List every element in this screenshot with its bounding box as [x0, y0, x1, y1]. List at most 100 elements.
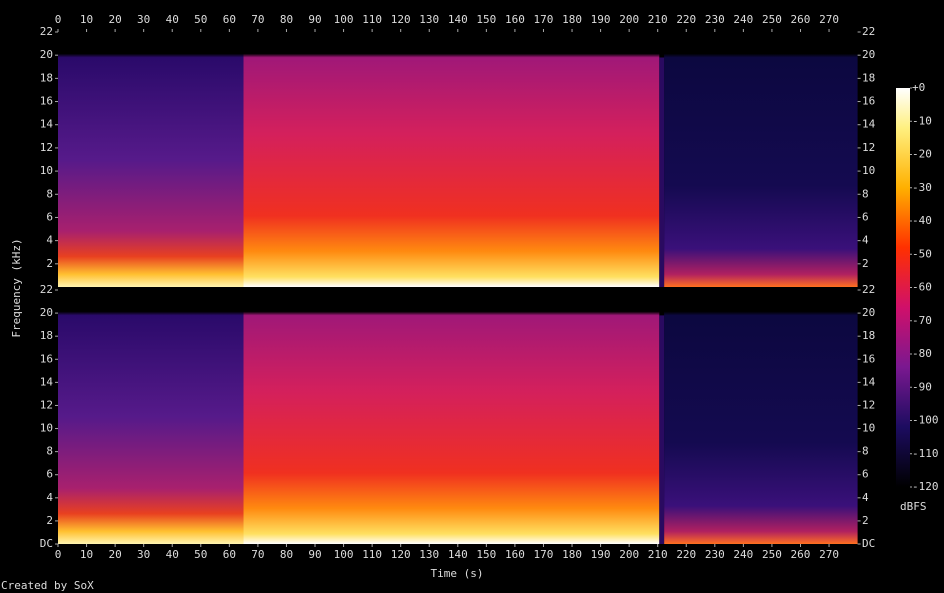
y-tick-label: 18: [40, 71, 53, 84]
y-tick-label-right: 12: [862, 398, 875, 411]
y-tick-label-right: 10: [862, 422, 875, 435]
y-tick-label-right: 16: [862, 95, 875, 108]
x-tick-label: 150: [476, 13, 496, 26]
x-tick-label: 220: [676, 13, 696, 26]
y-tick-label: 4: [46, 234, 53, 247]
x-tick-label: 70: [251, 13, 264, 26]
y-tick-label: 4: [46, 491, 53, 504]
y-tick-label-right: 2: [862, 514, 869, 527]
colorbar-tick-label: -30: [912, 181, 932, 194]
spectrum-transition: [659, 315, 665, 544]
y-tick-label: DC: [40, 537, 53, 550]
x-tick-label: 240: [733, 13, 753, 26]
x-tick-label: 80: [280, 548, 293, 561]
y-tick-label: 6: [46, 468, 53, 481]
y-tick-label: 14: [40, 375, 54, 388]
colorbar-label: dBFS: [900, 500, 927, 513]
x-tick-label: 260: [791, 548, 811, 561]
x-tick-label: 120: [391, 13, 411, 26]
x-tick-label: 270: [819, 548, 839, 561]
colorbar-tick-label: -110: [912, 447, 939, 460]
x-tick-label: 0: [55, 548, 62, 561]
y-tick-label: 2: [46, 257, 53, 270]
x-tick-label: 40: [166, 548, 179, 561]
spectrum-region: [243, 32, 660, 287]
y-tick-label-right: 8: [862, 187, 869, 200]
x-axis-label: Time (s): [431, 567, 484, 580]
x-tick-label: 50: [194, 548, 207, 561]
x-tick-label: 130: [419, 548, 439, 561]
colorbar-tick-label: -120: [912, 480, 939, 493]
y-tick-label-right: 16: [862, 352, 875, 365]
x-tick-label: 160: [505, 13, 525, 26]
y-tick-label: 8: [46, 187, 53, 200]
colorbar-tick-label: -40: [912, 214, 932, 227]
y-tick-label-right: 18: [862, 71, 875, 84]
y-tick-label-right: DC: [862, 537, 875, 550]
x-tick-label: 250: [762, 548, 782, 561]
y-tick-label: 12: [40, 141, 53, 154]
y-tick-label-right: 18: [862, 329, 875, 342]
colorbar-tick-label: -60: [912, 281, 932, 294]
x-tick-label: 180: [562, 548, 582, 561]
x-tick-label: 90: [308, 13, 321, 26]
spectrum-region: [664, 32, 858, 287]
x-tick-label: 270: [819, 13, 839, 26]
y-tick-label-right: 6: [862, 210, 869, 223]
y-tick-label-right: 22: [862, 25, 875, 38]
x-tick-label: 30: [137, 13, 150, 26]
colorbar-tick-label: -10: [912, 114, 932, 127]
y-tick-label-right: 20: [862, 306, 875, 319]
x-tick-label: 40: [166, 13, 179, 26]
x-tick-label: 140: [448, 13, 468, 26]
y-tick-label: 22: [40, 25, 53, 38]
y-tick-label: 22: [40, 283, 53, 296]
x-tick-label: 10: [80, 548, 93, 561]
x-tick-label: 230: [705, 548, 725, 561]
y-tick-label-right: 14: [862, 375, 876, 388]
y-tick-label-right: 14: [862, 118, 876, 131]
colorbar-tick-label: -80: [912, 347, 932, 360]
x-tick-label: 90: [308, 548, 321, 561]
y-axis-label: Frequency (kHz): [10, 238, 23, 337]
spectrum-region: [58, 32, 244, 287]
x-tick-label: 120: [391, 548, 411, 561]
y-tick-label: 16: [40, 352, 53, 365]
x-tick-label: 70: [251, 548, 264, 561]
colorbar-tick-label: -70: [912, 314, 932, 327]
footer: Created by SoX: [1, 579, 94, 592]
x-tick-label: 30: [137, 548, 150, 561]
y-tick-label: 20: [40, 48, 53, 61]
x-tick-label: 180: [562, 13, 582, 26]
x-tick-label: 170: [534, 548, 554, 561]
x-tick-label: 20: [108, 13, 121, 26]
colorbar-tick-label: -20: [912, 148, 932, 161]
x-tick-label: 190: [591, 548, 611, 561]
colorbar-tick-label: -50: [912, 247, 932, 260]
x-tick-label: 240: [733, 548, 753, 561]
x-tick-label: 250: [762, 13, 782, 26]
spectrum-region: [664, 290, 858, 544]
colorbar-tick-label: +0: [912, 81, 925, 94]
x-tick-label: 160: [505, 548, 525, 561]
y-tick-label: 10: [40, 422, 53, 435]
y-tick-label: 10: [40, 164, 53, 177]
x-tick-label: 140: [448, 548, 468, 561]
x-tick-label: 60: [223, 548, 236, 561]
x-tick-label: 80: [280, 13, 293, 26]
y-tick-label-right: 4: [862, 491, 869, 504]
x-tick-label: 170: [534, 13, 554, 26]
y-tick-label: 2: [46, 514, 53, 527]
colorbar-tick-label: -90: [912, 380, 932, 393]
x-tick-label: 150: [476, 548, 496, 561]
spectrum-transition: [659, 57, 665, 287]
colorbar: [896, 88, 910, 487]
x-tick-label: 0: [55, 13, 62, 26]
y-tick-label-right: 8: [862, 445, 869, 458]
y-tick-label: 18: [40, 329, 53, 342]
x-tick-label: 220: [676, 548, 696, 561]
x-tick-label: 10: [80, 13, 93, 26]
y-tick-label-right: 10: [862, 164, 875, 177]
y-tick-label: 16: [40, 95, 53, 108]
y-tick-label-right: 22: [862, 283, 875, 296]
